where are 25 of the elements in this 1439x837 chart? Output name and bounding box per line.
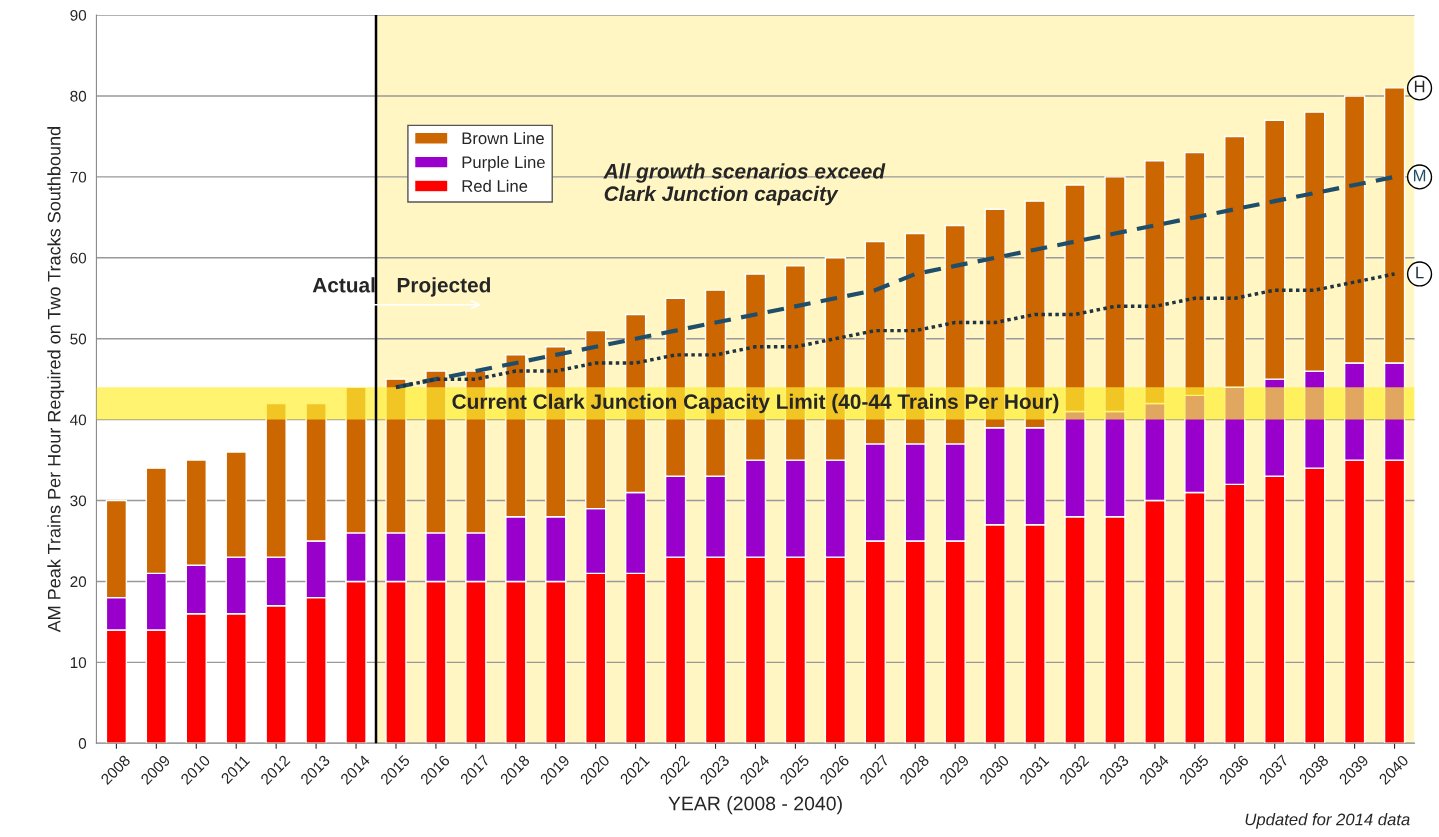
y-tick-label: 20 <box>70 576 87 588</box>
bar <box>1224 135 1246 388</box>
annotation: Actual <box>312 277 375 293</box>
y-tick-label: 30 <box>70 495 87 507</box>
legend-label: Red Line <box>462 179 528 192</box>
annotation: All growth scenarios exceed Clark Junction capacity <box>603 163 886 206</box>
annotation: H <box>1414 80 1425 93</box>
y-axis-title: AM Peak Trains Per Hour Required on Two Tracks Southbound <box>47 127 65 633</box>
series-label: M <box>1413 169 1426 182</box>
y-tick-label: 40 <box>70 414 87 426</box>
y-tick-label: 10 <box>70 657 87 669</box>
y-tick-label: 70 <box>70 171 87 183</box>
x-axis-title: YEAR (2008 - 2040) <box>668 796 842 815</box>
annotation: Projected <box>397 277 491 297</box>
band-label: Current Clark Junction Capacity Limit (40-44 Trains Per Hour) <box>452 393 1059 414</box>
text: Updated for 2014 data <box>1245 813 1410 829</box>
y-tick-label: 50 <box>70 333 87 345</box>
line-series <box>394 272 1397 389</box>
y-tick-label: 90 <box>70 9 87 21</box>
series-label: L <box>1416 266 1424 279</box>
legend-label: Brown Line <box>462 132 544 145</box>
y-tick-label: 80 <box>70 90 87 102</box>
legend-label: Purple Line <box>462 155 545 172</box>
y-tick-label: 0 <box>78 738 87 749</box>
y-tick-label: 60 <box>70 252 87 264</box>
